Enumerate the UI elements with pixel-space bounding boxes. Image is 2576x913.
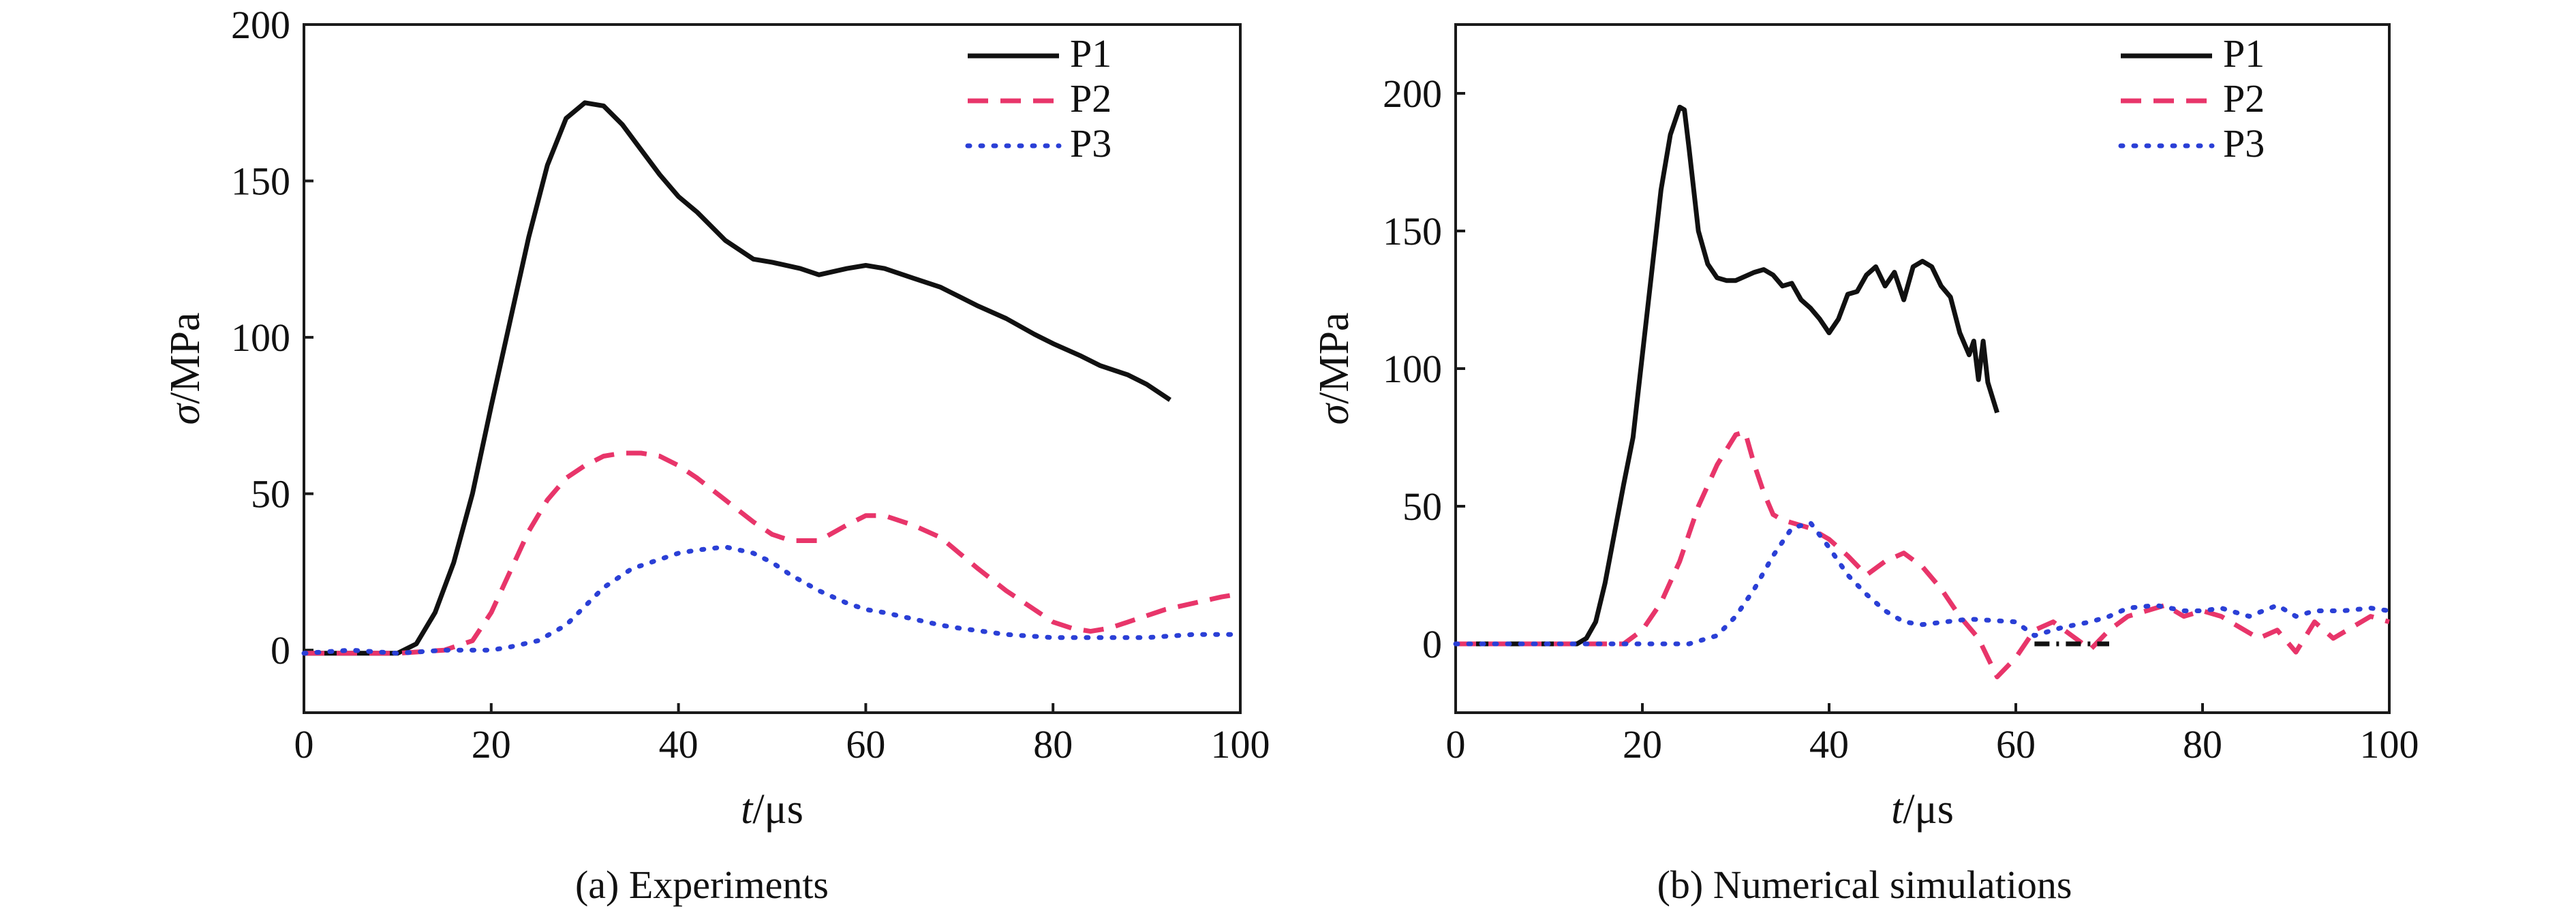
caption-experiments: (a) Experiments [575,863,829,907]
legend-label-p3: P3 [1070,121,1111,166]
axis-ticks: 0 20 40 60 80 100 0 50 100 150 200 [231,3,1270,767]
x-tick-label: 60 [846,722,885,767]
y-axis-label: σ/MPa [162,313,209,425]
legend-label-p2: P2 [1070,76,1111,121]
y-tick-label: 100 [231,315,290,360]
series-line-p2 [304,450,1241,656]
series-line-p3 [301,544,1243,656]
x-tick-label: 40 [1809,722,1849,767]
x-axis-label: t/μs [741,786,803,833]
x-tick-label: 80 [2183,722,2222,767]
y-tick-label: 0 [1422,622,1442,666]
y-axis-label: σ/MPa [1311,313,1358,425]
y-tick-label: 150 [1383,209,1442,253]
x-tick-label: 0 [1446,722,1466,767]
series-group [301,100,1243,656]
axis-ticks: 0 20 40 60 80 100 0 50 100 150 200 [1383,72,2419,767]
y-tick-label: 50 [251,472,290,516]
legend-label-p1: P1 [2223,31,2265,76]
y-tick-label: 150 [231,159,290,204]
y-tick-label: 200 [1383,72,1442,116]
x-tick-label: 20 [1623,722,1662,767]
y-tick-label: 0 [271,628,290,672]
x-tick-label: 60 [1996,722,2036,767]
y-tick-label: 200 [231,3,290,47]
plot-frame [303,23,1242,714]
x-tick-label: 0 [294,722,314,767]
series-line-p3 [1453,520,2392,647]
series-line-p1 [304,100,1171,656]
legend-label-p1: P1 [1070,31,1111,76]
x-axis-label: t/μs [1891,786,1954,833]
series-line-p1 [1456,104,1999,647]
y-tick-label: 100 [1383,347,1442,391]
y-tick-label: 50 [1402,484,1442,529]
x-tick-label: 100 [2360,722,2419,767]
series-group [1453,104,2392,679]
x-tick-label: 80 [1033,722,1073,767]
x-tick-label: 100 [1211,722,1270,767]
legend-label-p3: P3 [2223,121,2265,166]
x-tick-label: 40 [659,722,699,767]
legend-label-p2: P2 [2223,76,2265,121]
x-tick-label: 20 [472,722,511,767]
caption-numerical-simulations: (b) Numerical simulations [1657,863,2072,907]
series-line-p2 [1456,429,2390,679]
